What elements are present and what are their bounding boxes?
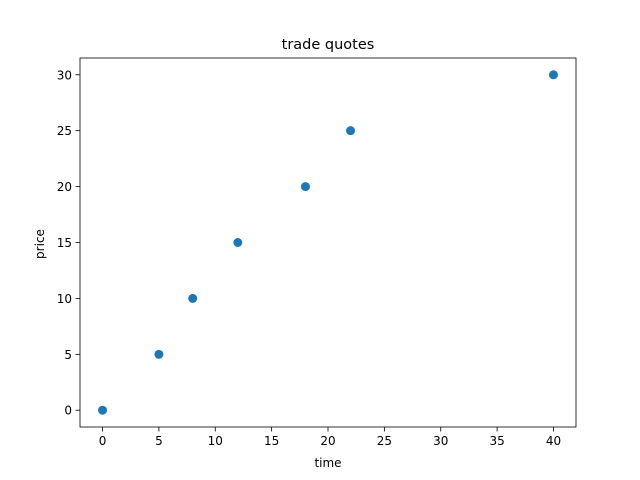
x-tick-label: 35 bbox=[489, 434, 504, 448]
x-tick-label: 10 bbox=[208, 434, 223, 448]
x-tick-label: 30 bbox=[433, 434, 448, 448]
data-point bbox=[98, 405, 108, 415]
plot-area: 0 5 10 15 20 25 30 35 40 0 5 10 15 20 25 30 bbox=[57, 57, 577, 448]
x-tick-label: 0 bbox=[99, 434, 107, 448]
data-point bbox=[300, 182, 310, 192]
y-tick-label: 20 bbox=[57, 180, 72, 194]
y-axis-label: price bbox=[33, 229, 47, 259]
data-point bbox=[188, 293, 198, 303]
data-point bbox=[548, 70, 558, 80]
y-tick-label: 5 bbox=[64, 348, 72, 362]
data-point bbox=[346, 126, 356, 136]
y-tick-label: 30 bbox=[57, 68, 72, 82]
chart-title: trade quotes bbox=[282, 37, 375, 53]
x-axis-label: time bbox=[314, 456, 341, 470]
y-tick-label: 10 bbox=[57, 292, 72, 306]
y-tick-label: 15 bbox=[57, 236, 72, 250]
data-point bbox=[154, 349, 164, 359]
data-point bbox=[233, 238, 243, 247]
x-tick-label: 5 bbox=[155, 434, 163, 448]
x-tick-label: 40 bbox=[546, 434, 561, 448]
y-tick-label: 25 bbox=[57, 124, 72, 138]
x-tick-label: 20 bbox=[320, 434, 335, 448]
y-tick-label: 0 bbox=[64, 404, 72, 418]
x-tick-label: 25 bbox=[377, 434, 392, 448]
x-tick-label: 15 bbox=[264, 434, 279, 448]
